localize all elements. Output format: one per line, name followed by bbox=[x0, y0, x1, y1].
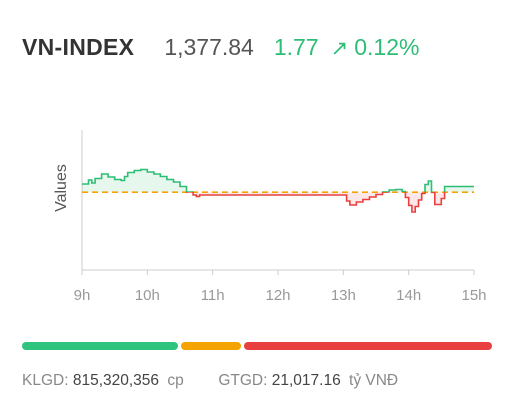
x-tick-label: 13h bbox=[331, 287, 356, 304]
volume-unit: cp bbox=[167, 372, 184, 389]
intraday-chart: 9h 10h 11h 12h 13h 14h 15h Values bbox=[53, 130, 487, 304]
x-tick-label: 11h bbox=[201, 287, 225, 304]
value-label: GTGD: bbox=[218, 372, 268, 389]
x-tick-label: 14h bbox=[396, 287, 421, 304]
market-breadth-bar bbox=[22, 342, 492, 350]
index-header: VN-INDEX 1,377.84 1.77 ↗ 0.12% bbox=[22, 34, 419, 68]
x-tick-label: 10h bbox=[135, 287, 160, 304]
breadth-flat-segment bbox=[181, 342, 241, 350]
breadth-up-segment bbox=[22, 342, 179, 350]
breadth-down-segment bbox=[243, 342, 492, 350]
traded-value: 21,017.16 bbox=[271, 372, 341, 389]
y-axis-label: Values bbox=[53, 164, 70, 212]
x-tick-label: 15h bbox=[461, 287, 486, 304]
volume-value: 815,320,356 bbox=[72, 372, 160, 389]
index-name: VN-INDEX bbox=[22, 34, 135, 60]
x-tick-label: 9h bbox=[74, 287, 91, 304]
value-unit: tỷ VNĐ bbox=[349, 372, 399, 389]
index-change-percent: 0.12% bbox=[354, 34, 420, 60]
price-line-up bbox=[82, 168, 474, 193]
volume-label: KLGD: bbox=[22, 372, 69, 389]
price-line-down bbox=[185, 192, 446, 213]
index-change: 1.77 bbox=[273, 34, 319, 60]
trading-summary: KLGD: 815,320,356 cp GTGD: 21,017.16 tỷ … bbox=[22, 372, 398, 390]
arrow-up-right-icon: ↗ bbox=[330, 37, 349, 60]
index-value: 1,377.84 bbox=[164, 34, 254, 60]
x-tick-label: 12h bbox=[265, 287, 290, 304]
